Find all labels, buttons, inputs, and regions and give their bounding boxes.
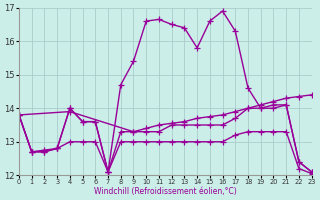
X-axis label: Windchill (Refroidissement éolien,°C): Windchill (Refroidissement éolien,°C)	[94, 187, 237, 196]
